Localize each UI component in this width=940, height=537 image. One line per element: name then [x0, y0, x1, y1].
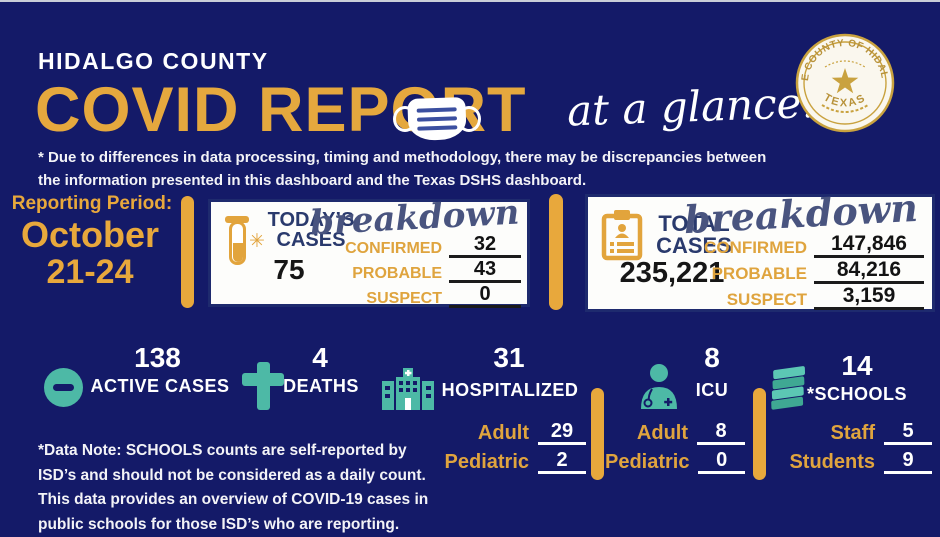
- reporting-period-days: 21-24: [0, 253, 180, 292]
- schools-value: 14: [813, 350, 901, 382]
- divider-bar: [181, 196, 194, 308]
- cross-icon: [242, 362, 284, 410]
- schools-sub-stats: Staff 5 Students 9: [772, 420, 932, 474]
- doctor-icon: [638, 363, 680, 414]
- deaths-value: 4: [285, 342, 355, 374]
- icu-value: 8: [683, 342, 741, 374]
- breakdown-row-probable: PROBABLE 43: [325, 259, 521, 283]
- todays-breakdown-rows: CONFIRMED 32 PROBABLE 43 SUSPECT 0: [325, 234, 521, 308]
- schools-students-row: Students 9: [772, 449, 932, 474]
- hospitalized-label: HOSPITALIZED: [439, 380, 581, 401]
- county-seal: THE COUNTY OF HIDALGO TEXAS: [795, 31, 895, 135]
- disclaimer: * Due to differences in data processing,…: [38, 146, 766, 192]
- divider-bar: [549, 194, 563, 310]
- divider-bar: [753, 388, 766, 480]
- data-note: *Data Note: SCHOOLS counts are self-repo…: [38, 439, 428, 537]
- hospitalized-sub-stats: Adult 29 Pediatric 2: [438, 420, 586, 474]
- data-note-line-4: public schools for those ISD’s who are r…: [38, 513, 428, 537]
- schools-staff-row: Staff 5: [772, 420, 932, 445]
- breakdown-row-confirmed: CONFIRMED 147,846: [696, 233, 924, 258]
- mask-body: [407, 97, 466, 141]
- total-breakdown-rows: CONFIRMED 147,846 PROBABLE 84,216 SUSPEC…: [696, 233, 924, 310]
- hospitalized-value: 31: [453, 342, 565, 374]
- minus-circle-icon: [44, 368, 83, 407]
- tagline: at a glance..: [566, 77, 829, 135]
- breakdown-row-confirmed: CONFIRMED 32: [325, 234, 521, 258]
- deaths-label: DEATHS: [280, 376, 362, 397]
- data-note-line-1: *Data Note: SCHOOLS counts are self-repo…: [38, 439, 428, 464]
- total-cases-card: TOTAL CASES 235,221 breakdown CONFIRMED …: [585, 194, 935, 312]
- icu-label: ICU: [684, 380, 740, 401]
- icu-adult-row: Adult 8: [605, 420, 745, 445]
- active-cases-value: 138: [100, 342, 215, 374]
- data-note-line-3: This data provides an overview of COVID-…: [38, 488, 428, 513]
- county-name: HIDALGO COUNTY: [38, 48, 269, 75]
- reporting-period-label: Reporting Period:: [6, 193, 178, 215]
- disclaimer-line-2: the information presented in this dashbo…: [38, 169, 766, 192]
- todays-cases-card: ✳ TODAY’S CASES 75 breakdown CONFIRMED 3…: [208, 199, 530, 307]
- active-cases-label: ACTIVE CASES: [90, 376, 230, 397]
- icu-sub-stats: Adult 8 Pediatric 0: [605, 420, 745, 474]
- hospital-icon: [382, 368, 434, 415]
- hospitalized-adult-row: Adult 29: [438, 420, 586, 445]
- breakdown-row-probable: PROBABLE 84,216: [696, 259, 924, 284]
- data-note-line-2: ISD’s and should not be considered as a …: [38, 464, 428, 489]
- divider-bar: [591, 388, 604, 480]
- todays-cases-total: 75: [241, 254, 337, 286]
- disclaimer-line-1: * Due to differences in data processing,…: [38, 146, 766, 169]
- face-mask-icon: [399, 98, 475, 144]
- breakdown-row-suspect: SUSPECT 0: [325, 284, 521, 308]
- icu-pediatric-row: Pediatric 0: [605, 449, 745, 474]
- reporting-period-month: October: [0, 214, 180, 256]
- breakdown-row-suspect: SUSPECT 3,159: [696, 285, 924, 310]
- schools-label: *SCHOOLS: [804, 384, 910, 405]
- hospitalized-pediatric-row: Pediatric 2: [438, 449, 586, 474]
